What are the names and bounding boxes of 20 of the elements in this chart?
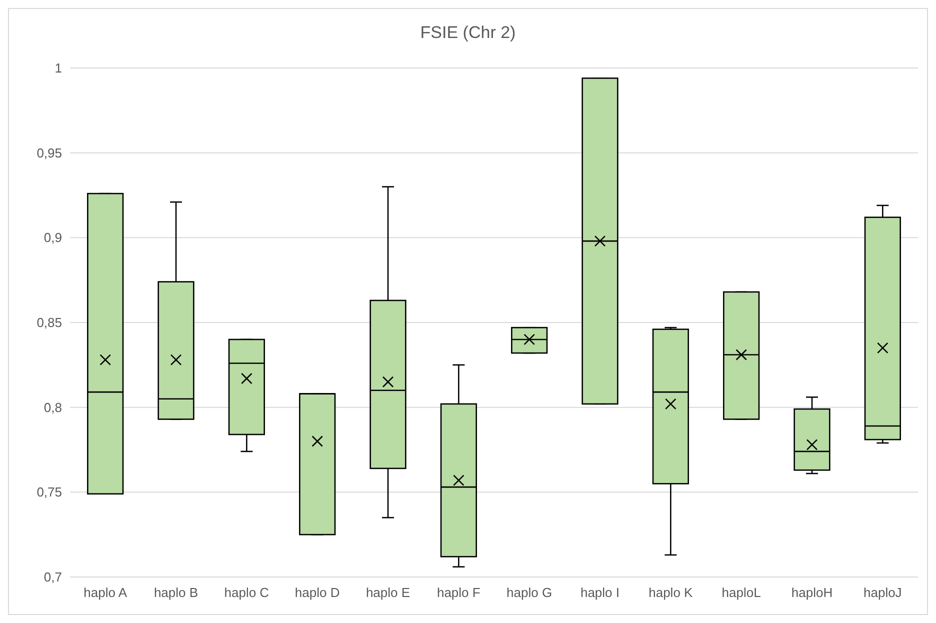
x-tick-label: haploL [722, 585, 761, 600]
chart-title: FSIE (Chr 2) [420, 23, 516, 42]
x-tick-label: haplo F [436, 585, 480, 600]
x-tick-label: haplo K [648, 585, 694, 600]
x-tick-label: haplo D [294, 585, 340, 600]
y-tick-label: 0,95 [36, 145, 62, 160]
x-tick-label: haplo C [224, 585, 270, 600]
x-tick-label: haplo B [154, 585, 198, 600]
y-tick-label: 0,8 [44, 400, 62, 415]
x-tick-label: haplo G [506, 585, 552, 600]
x-tick-label: haplo E [366, 585, 410, 600]
y-tick-label: 0,85 [36, 315, 62, 330]
y-tick-label: 1 [54, 60, 62, 76]
y-tick-label: 0,75 [36, 484, 62, 500]
x-tick-label: haploH [791, 585, 833, 600]
x-tick-label: haplo A [84, 585, 128, 600]
x-tick-label: haploJ [864, 585, 902, 600]
y-tick-label: 0,7 [44, 570, 62, 585]
x-tick-label: haplo I [580, 585, 620, 600]
y-tick-label: 0,9 [44, 230, 62, 246]
